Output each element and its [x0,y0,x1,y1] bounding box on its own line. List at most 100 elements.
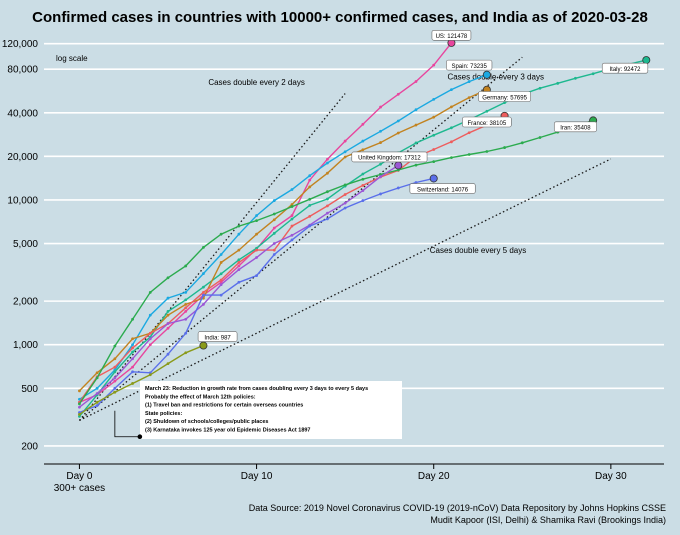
annotation-line-0: March 23: Reduction in growth rate from … [145,386,368,392]
series-point-us-16 [361,122,365,126]
annotation-line-4: (2) Shuldown of schools/colleges/public … [145,419,268,425]
series-point-india-1 [95,400,99,404]
series-point-italy-12 [290,217,294,221]
x-tick-label-10: Day 10 [241,471,273,482]
series-point-iran-15 [343,183,347,187]
series-point-iran-13 [308,197,312,201]
series-label-box-france [462,116,512,128]
series-point-switzerland-4 [148,371,152,375]
series-point-spain-3 [131,343,134,347]
series-label-box-iran [553,121,597,133]
series-point-united-kingdom-0 [78,405,81,409]
series-point-italy-6 [184,298,188,302]
series-point-spain-21 [450,88,453,92]
series-point-germany-18 [396,131,400,135]
series-point-us-2 [113,379,117,383]
series-point-germany-12 [290,203,294,206]
series-point-spain-12 [290,188,294,191]
series-point-united-kingdom-12 [290,233,294,237]
series-point-italy-0 [78,414,81,418]
series-point-iran-17 [379,173,382,176]
series-point-france-13 [308,214,312,218]
annotation-line-1: Probably the effect of March 12th polici… [145,394,256,400]
series-point-iran-12 [290,205,294,208]
series-point-spain-15 [343,150,347,154]
source-line-2: Mudit Kapoor (ISI, Delhi) & Shamika Ravi… [430,515,666,525]
series-label-box-italy [601,62,649,74]
series-point-iran-16 [361,177,365,181]
y-tick-label-80000: 80,000 [7,65,38,76]
series-point-india-2 [113,390,117,394]
series-point-switzerland-5 [166,352,170,356]
series-point-france-12 [290,224,294,228]
series-point-iran-6 [184,264,188,268]
series-point-united-kingdom-5 [166,322,170,325]
series-point-us-11 [272,226,276,230]
series-point-us-9 [237,264,241,268]
series-end-marker-switzerland [429,174,438,183]
annotation-line-5: (3) Karnataka invokes 125 year old Epide… [145,428,311,434]
series-point-italy-20 [432,133,436,137]
series-line-india [79,344,204,415]
series-point-italy-21 [450,126,453,130]
y-tick-label-120000: 120,000 [2,39,39,50]
series-point-india-3 [131,382,134,385]
series-point-italy-16 [361,172,365,176]
series-label-iran: Iran: 35408 [560,126,591,132]
series-point-germany-22 [467,96,471,100]
series-point-spain-17 [379,129,382,133]
series-point-italy-13 [308,203,312,207]
annotation: March 23: Reduction in growth rate from … [114,381,402,440]
series-point-us-15 [343,139,347,143]
series-end-marker-india [199,341,208,350]
series-point-germany-15 [343,155,347,159]
series-point-italy-2 [113,370,117,374]
y-tick-label-5000: 5,000 [13,239,38,250]
series-point-united-kingdom-11 [272,242,276,245]
series-point-iran-22 [467,153,471,156]
series-point-germany-13 [308,185,312,189]
series-point-iran-14 [326,190,329,194]
series-point-germany-3 [131,337,134,341]
series-point-spain-7 [202,272,205,275]
series-point-france-4 [148,331,152,335]
series-point-spain-13 [308,174,312,178]
series-point-france-2 [113,365,117,369]
series-point-iran-20 [432,160,436,163]
series-point-france-21 [450,140,453,144]
series-point-united-kingdom-14 [326,211,329,215]
series-point-switzerland-17 [379,192,382,196]
ref-line-2-days [78,93,346,421]
series-point-switzerland-8 [219,293,223,297]
x-tick-label-0: Day 0 [66,471,93,482]
series-point-france-7 [202,290,205,294]
series-point-iran-3 [131,317,134,321]
series-label-switzerland: Switzerland: 14076 [417,187,469,193]
series-point-germany-1 [95,371,99,375]
series-point-italy-7 [202,285,205,289]
series-point-spain-6 [184,290,188,294]
y-tick-label-40000: 40,000 [7,108,38,119]
series-point-iran-25 [520,141,524,145]
series-point-switzerland-9 [237,280,241,284]
series-point-france-15 [343,193,347,196]
series-line-germany [78,89,488,392]
series-point-us-17 [379,105,382,109]
series-point-united-kingdom-7 [202,302,205,306]
series-point-germany-8 [219,261,223,264]
series-point-united-kingdom-8 [219,283,223,287]
series-point-iran-10 [255,219,258,222]
series-point-spain-11 [272,199,276,202]
series-point-switzerland-16 [361,199,365,202]
series-point-spain-16 [361,139,365,143]
series-point-united-kingdom-1 [95,392,99,395]
series-point-spain-14 [326,161,329,165]
y-tick-label-20000: 20,000 [7,152,38,163]
series-point-us-12 [290,214,294,217]
series-point-switzerland-2 [113,386,117,390]
series-point-switzerland-7 [202,293,205,297]
x-tick-label-30: Day 30 [595,471,627,482]
series-point-us-3 [131,365,134,369]
series-point-switzerland-12 [290,238,294,242]
